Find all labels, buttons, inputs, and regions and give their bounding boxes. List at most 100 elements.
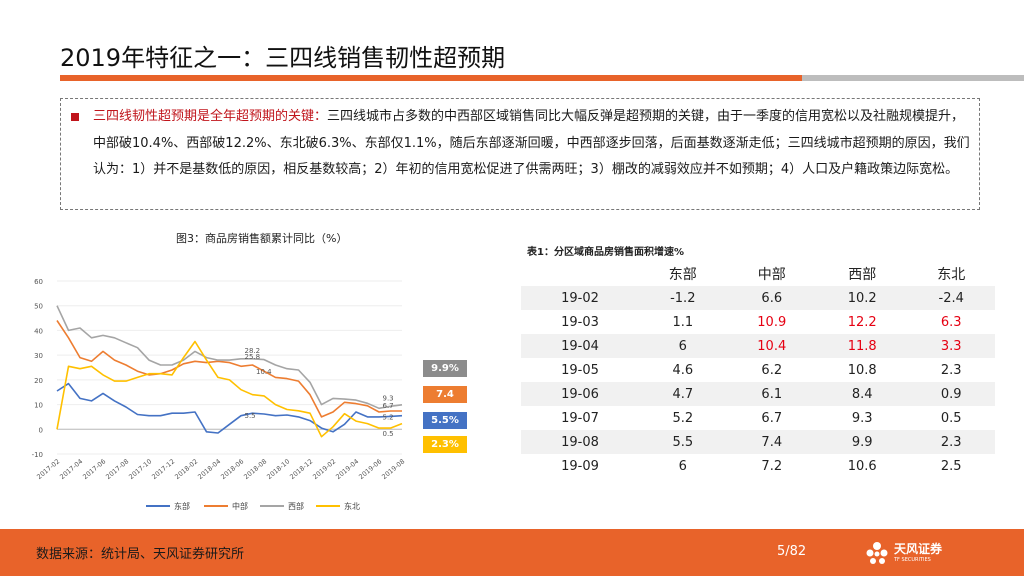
x-tick-label: 2018-06 <box>219 457 245 481</box>
table-row: 19-08 5.5 7.4 9.9 2.3 <box>521 430 995 454</box>
table-cell: 9.3 <box>851 410 873 426</box>
table-title: 表1：分区域商品房销售面积增速% <box>527 247 684 258</box>
footer-bar: 数据来源：统计局、天风证券研究所 5/82 天风证券 TF SECURITIES <box>0 529 1024 576</box>
region-table: 东部 中部 西部 东北 19-02 -1.2 6.6 10.2 -2.4 19-03 1.1 10.… <box>521 262 995 478</box>
legend-label-1: 中部 <box>232 501 248 511</box>
table-row: 19-05 4.6 6.2 10.8 2.3 <box>521 358 995 382</box>
y-tick-label: 0 <box>39 426 43 434</box>
table-cell: 3.3 <box>907 334 995 358</box>
brand-subtitle: TF SECURITIES <box>894 557 931 563</box>
page-number: 5/82 <box>777 544 807 559</box>
point-label: 5.5 <box>245 412 256 420</box>
table-row: 19-02 -1.2 6.6 10.2 -2.4 <box>521 286 995 310</box>
point-label: 10.4 <box>256 368 272 376</box>
x-tick-label: 2017-10 <box>127 457 153 481</box>
y-tick-label: -10 <box>32 451 43 459</box>
table-cell: -2.4 <box>907 286 995 310</box>
table-cell: 6.7 <box>761 410 783 426</box>
x-tick-label: 2017-08 <box>104 457 130 481</box>
x-tick-label: 2018-02 <box>173 457 199 481</box>
table-cell: 6.3 <box>940 314 962 330</box>
point-label: 5.2 <box>383 413 394 421</box>
x-tick-label: 2019-08 <box>380 457 406 481</box>
table-cell: 7.4 <box>726 430 817 454</box>
table-cell: 4.6 <box>672 362 694 378</box>
table-cell: 19-04 <box>521 334 640 358</box>
badge-central: 7.4 <box>423 386 467 403</box>
table-row: 19-06 4.7 6.1 8.4 0.9 <box>521 382 995 406</box>
table-cell: 4.7 <box>639 382 727 406</box>
summary-body: 三四线城市占多数的中西部区域销售同比大幅反弹是超预期的关键，由于一季度的信用宽松… <box>93 109 970 177</box>
y-tick-label: 50 <box>34 303 43 311</box>
table-cell: 19-09 <box>561 458 599 474</box>
table-cell: 2.3 <box>940 362 962 378</box>
summary-text: 三四线韧性超预期是全年超预期的关键：三四线城市占多数的中西部区域销售同比大幅反弹… <box>93 104 973 184</box>
table-cell: 0.9 <box>907 382 995 406</box>
series-line-2 <box>56 305 403 410</box>
x-tick-label: 2017-12 <box>150 457 176 481</box>
point-label: 9.3 <box>383 394 394 402</box>
bullet-square-icon <box>71 113 79 121</box>
y-tick-label: 20 <box>34 377 43 385</box>
series-line-1 <box>56 320 402 418</box>
x-tick-label: 2017-02 <box>35 457 61 481</box>
y-tick-label: 10 <box>34 402 43 410</box>
table-header-cell <box>521 262 640 286</box>
x-tick-label: 2017-06 <box>81 457 107 481</box>
point-label: 0.5 <box>383 430 394 438</box>
table-header-cell: 西部 <box>817 262 908 286</box>
table-header-row: 东部 中部 西部 东北 <box>521 262 995 286</box>
table-cell: 10.6 <box>847 458 877 474</box>
point-label: 6.7 <box>383 402 394 410</box>
legend-label-3: 东北 <box>344 501 360 511</box>
table-header-cell: 东北 <box>907 262 995 286</box>
table-cell: 2.5 <box>940 458 962 474</box>
table-cell: 19-05 <box>561 362 599 378</box>
legend-label-2: 西部 <box>288 501 304 511</box>
legend-label-0: 东部 <box>174 501 190 511</box>
brand-name: 天风证券 <box>894 542 943 556</box>
table-cell: 19-03 <box>561 314 599 330</box>
table-cell: 6.1 <box>726 382 817 406</box>
source-text: 数据来源：统计局、天风证券研究所 <box>36 547 245 562</box>
brand-logo-icon <box>866 542 888 564</box>
badge-west: 9.9% <box>423 360 467 377</box>
table-cell: 19-08 <box>521 430 640 454</box>
table-cell: 10.2 <box>817 286 908 310</box>
badge-east: 5.5% <box>423 412 467 429</box>
line-chart: 6050403020100-102017-022017-042017-06201… <box>32 278 407 511</box>
table-cell: 9.9 <box>817 430 908 454</box>
title-underline <box>60 75 802 81</box>
y-tick-label: 40 <box>34 327 43 335</box>
table-header-cell: 中部 <box>726 262 817 286</box>
table-cell: 5.2 <box>672 410 694 426</box>
table-row: 19-09 6 7.2 10.6 2.5 <box>521 454 995 478</box>
table-header-cell: 东部 <box>639 262 727 286</box>
table-cell: 19-07 <box>561 410 599 426</box>
table-cell: 6.6 <box>726 286 817 310</box>
y-tick-label: 30 <box>34 352 43 360</box>
table-cell: 19-06 <box>521 382 640 406</box>
table-cell: 5.5 <box>639 430 727 454</box>
table-cell: 11.8 <box>817 334 908 358</box>
figure-title: 图3：商品房销售额累计同比（%） <box>176 232 348 245</box>
point-label: 28.2 <box>245 347 261 355</box>
x-tick-label: 2019-02 <box>311 457 337 481</box>
table-cell: 6 <box>678 458 687 474</box>
badge-northeast: 2.3% <box>423 436 467 453</box>
x-tick-label: 2019-06 <box>357 457 383 481</box>
table-cell: 12.2 <box>847 314 877 330</box>
title-underline-gray <box>802 75 1024 81</box>
table-cell: 8.4 <box>817 382 908 406</box>
table-body: 19-02 -1.2 6.6 10.2 -2.4 19-03 1.1 10.9 12.2 6.3 1… <box>521 286 995 478</box>
table-cell: 1.1 <box>672 314 694 330</box>
x-tick-label: 2018-10 <box>265 457 291 481</box>
page-title: 2019年特征之一：三四线销售韧性超预期 <box>60 44 506 72</box>
table-cell: 10.4 <box>726 334 817 358</box>
x-tick-label: 2019-04 <box>334 457 360 481</box>
table-row: 19-04 6 10.4 11.8 3.3 <box>521 334 995 358</box>
table-cell: 7.2 <box>761 458 783 474</box>
table-cell: 19-02 <box>521 286 640 310</box>
summary-box: 三四线韧性超预期是全年超预期的关键：三四线城市占多数的中西部区域销售同比大幅反弹… <box>60 98 980 210</box>
series-line-3 <box>56 340 403 438</box>
